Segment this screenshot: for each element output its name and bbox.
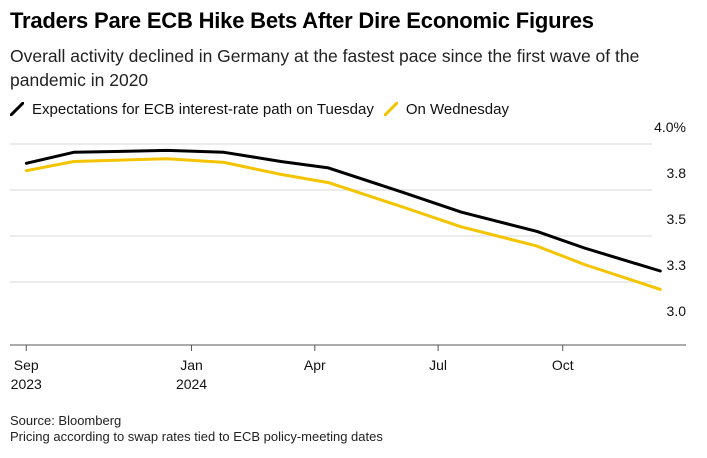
line-chart: 4.0% 3.8 3.5 3.3 3.0 Sep 2023 Jan 2024 Apr Jul Oct: [10, 119, 686, 392]
y-tick-label: 3.0: [667, 303, 687, 319]
chart-subtitle: Overall activity declined in Germany at …: [10, 46, 640, 90]
y-tick-label: 3.3: [667, 257, 687, 273]
legend-label-tuesday: Expectations for ECB interest-rate path …: [32, 100, 374, 118]
legend-item-wednesday: On Wednesday: [383, 100, 509, 118]
x-tick-label: Apr: [304, 357, 326, 373]
gridlines: [10, 143, 652, 283]
y-tick-label: 3.8: [667, 165, 687, 181]
x-tick-year-label: 2024: [176, 376, 207, 392]
footer: Source: Bloomberg Pricing according to s…: [10, 413, 383, 445]
x-tick-year-label: 2023: [11, 376, 42, 392]
x-tick-label: Jan: [180, 357, 203, 373]
source-note: Source: Bloomberg: [10, 413, 122, 428]
chart-title: Traders Pare ECB Hike Bets After Dire Ec…: [10, 8, 594, 33]
pricing-note: Pricing according to swap rates tied to …: [10, 429, 383, 444]
series-lines: [24, 148, 662, 291]
legend-item-tuesday: Expectations for ECB interest-rate path …: [10, 101, 374, 118]
legend: Expectations for ECB interest-rate path …: [10, 98, 519, 120]
x-tick-label: Sep: [14, 357, 39, 373]
legend-swatch-wednesday: [383, 102, 398, 116]
y-tick-label: 3.5: [667, 211, 687, 227]
series-line-tuesday: [24, 148, 662, 273]
x-axis: [10, 344, 686, 351]
x-axis-labels: Sep 2023 Jan 2024 Apr Jul Oct: [11, 357, 574, 392]
series-line-wednesday: [24, 157, 662, 291]
y-tick-label: 4.0%: [654, 119, 686, 135]
x-tick-label: Oct: [552, 357, 574, 373]
legend-swatch-tuesday: [10, 102, 24, 116]
x-tick-label: Jul: [429, 357, 447, 373]
legend-label-wednesday: On Wednesday: [405, 100, 509, 118]
y-axis-labels: 4.0% 3.8 3.5 3.3 3.0: [654, 119, 686, 319]
